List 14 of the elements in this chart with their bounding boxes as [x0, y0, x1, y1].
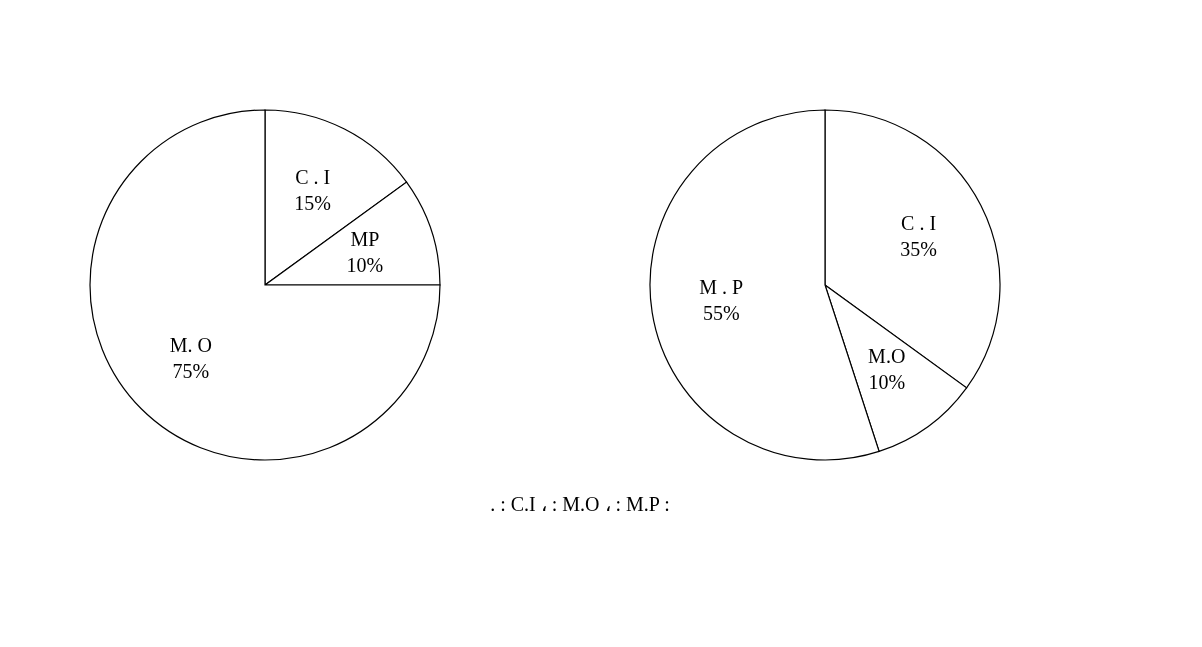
slice-label: MP	[350, 227, 380, 250]
data-label: 15%	[294, 192, 331, 215]
data-label: 10%	[868, 370, 906, 393]
data-label: 75%	[172, 360, 210, 383]
data-label: 10%	[346, 253, 384, 276]
data-label: 55%	[702, 302, 740, 325]
slice-label: M . P	[699, 276, 744, 299]
slice-label: M.O	[868, 344, 906, 367]
text: . : C.I ، : M.O ، : M.P :	[490, 493, 670, 515]
slice-label: C . I	[901, 212, 937, 235]
pie-slice	[89, 109, 441, 461]
slice-label: M. O	[169, 334, 212, 357]
data-label: 35%	[900, 238, 937, 261]
slice-label: C . I	[295, 166, 331, 189]
